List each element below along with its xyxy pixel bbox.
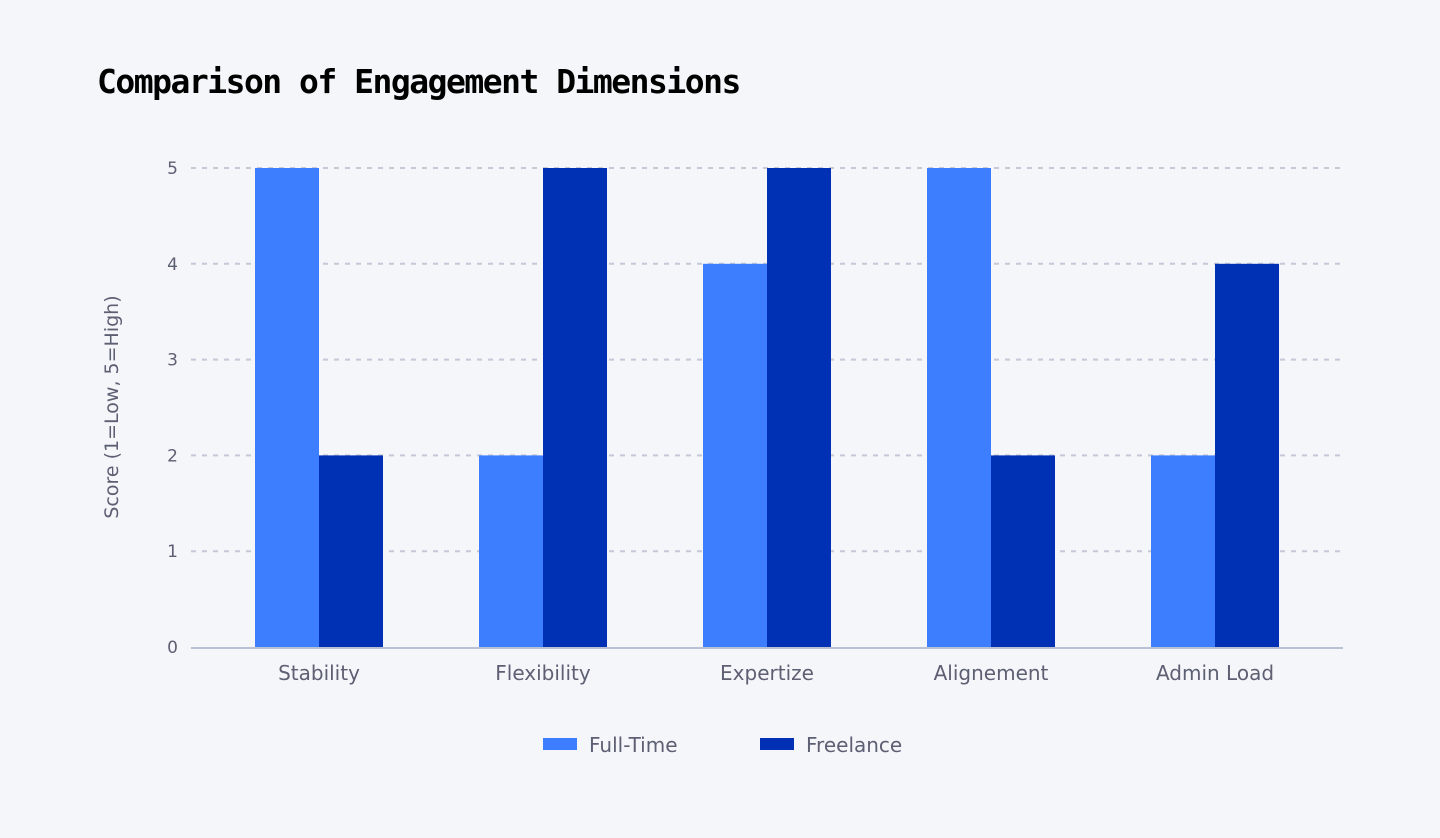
legend-label-full-time: Full-Time [589,733,678,757]
bar-full-time-admin-load [1151,455,1215,647]
bar-full-time-stability [255,168,319,647]
y-tick-label: 0 [167,638,178,658]
bar-full-time-expertize [703,263,767,647]
y-axis-label: Score (1=Low, 5=High) [101,295,123,518]
y-tick-label: 3 [167,351,178,371]
x-tick-label: Alignement [934,661,1049,685]
y-tick-label: 4 [167,255,178,275]
bar-freelance-expertize [767,168,831,647]
bar-freelance-stability [319,455,383,647]
x-tick-label: Flexibility [495,661,591,685]
bar-freelance-admin-load [1215,263,1279,647]
y-tick-label: 5 [167,159,178,179]
chart-title: Comparison of Engagement Dimensions [97,62,741,101]
y-tick-label: 1 [167,542,178,562]
legend-swatch-full-time [543,738,577,750]
x-tick-label: Admin Load [1156,661,1274,685]
bar-full-time-flexibility [479,455,543,647]
x-tick-label: Expertize [720,661,814,685]
y-tick-label: 2 [167,446,178,466]
bar-freelance-alignement [991,455,1055,647]
bar-freelance-flexibility [543,168,607,647]
legend-label-freelance: Freelance [806,733,902,757]
bar-full-time-alignement [927,168,991,647]
legend-swatch-freelance [760,738,794,750]
x-tick-label: Stability [278,661,360,685]
